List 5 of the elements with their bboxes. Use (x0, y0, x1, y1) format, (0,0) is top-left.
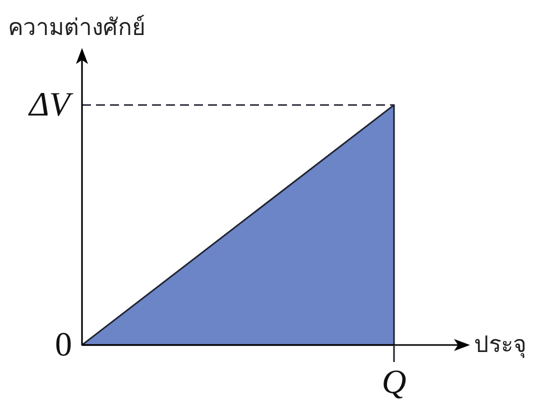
y-axis-title: ความต่างศักย์ (8, 14, 145, 41)
annotation: 0 (55, 326, 72, 364)
text: Q (382, 364, 406, 401)
ref-line-label: ΔV (27, 86, 74, 124)
x-axis-title: ประจุ (474, 332, 526, 358)
